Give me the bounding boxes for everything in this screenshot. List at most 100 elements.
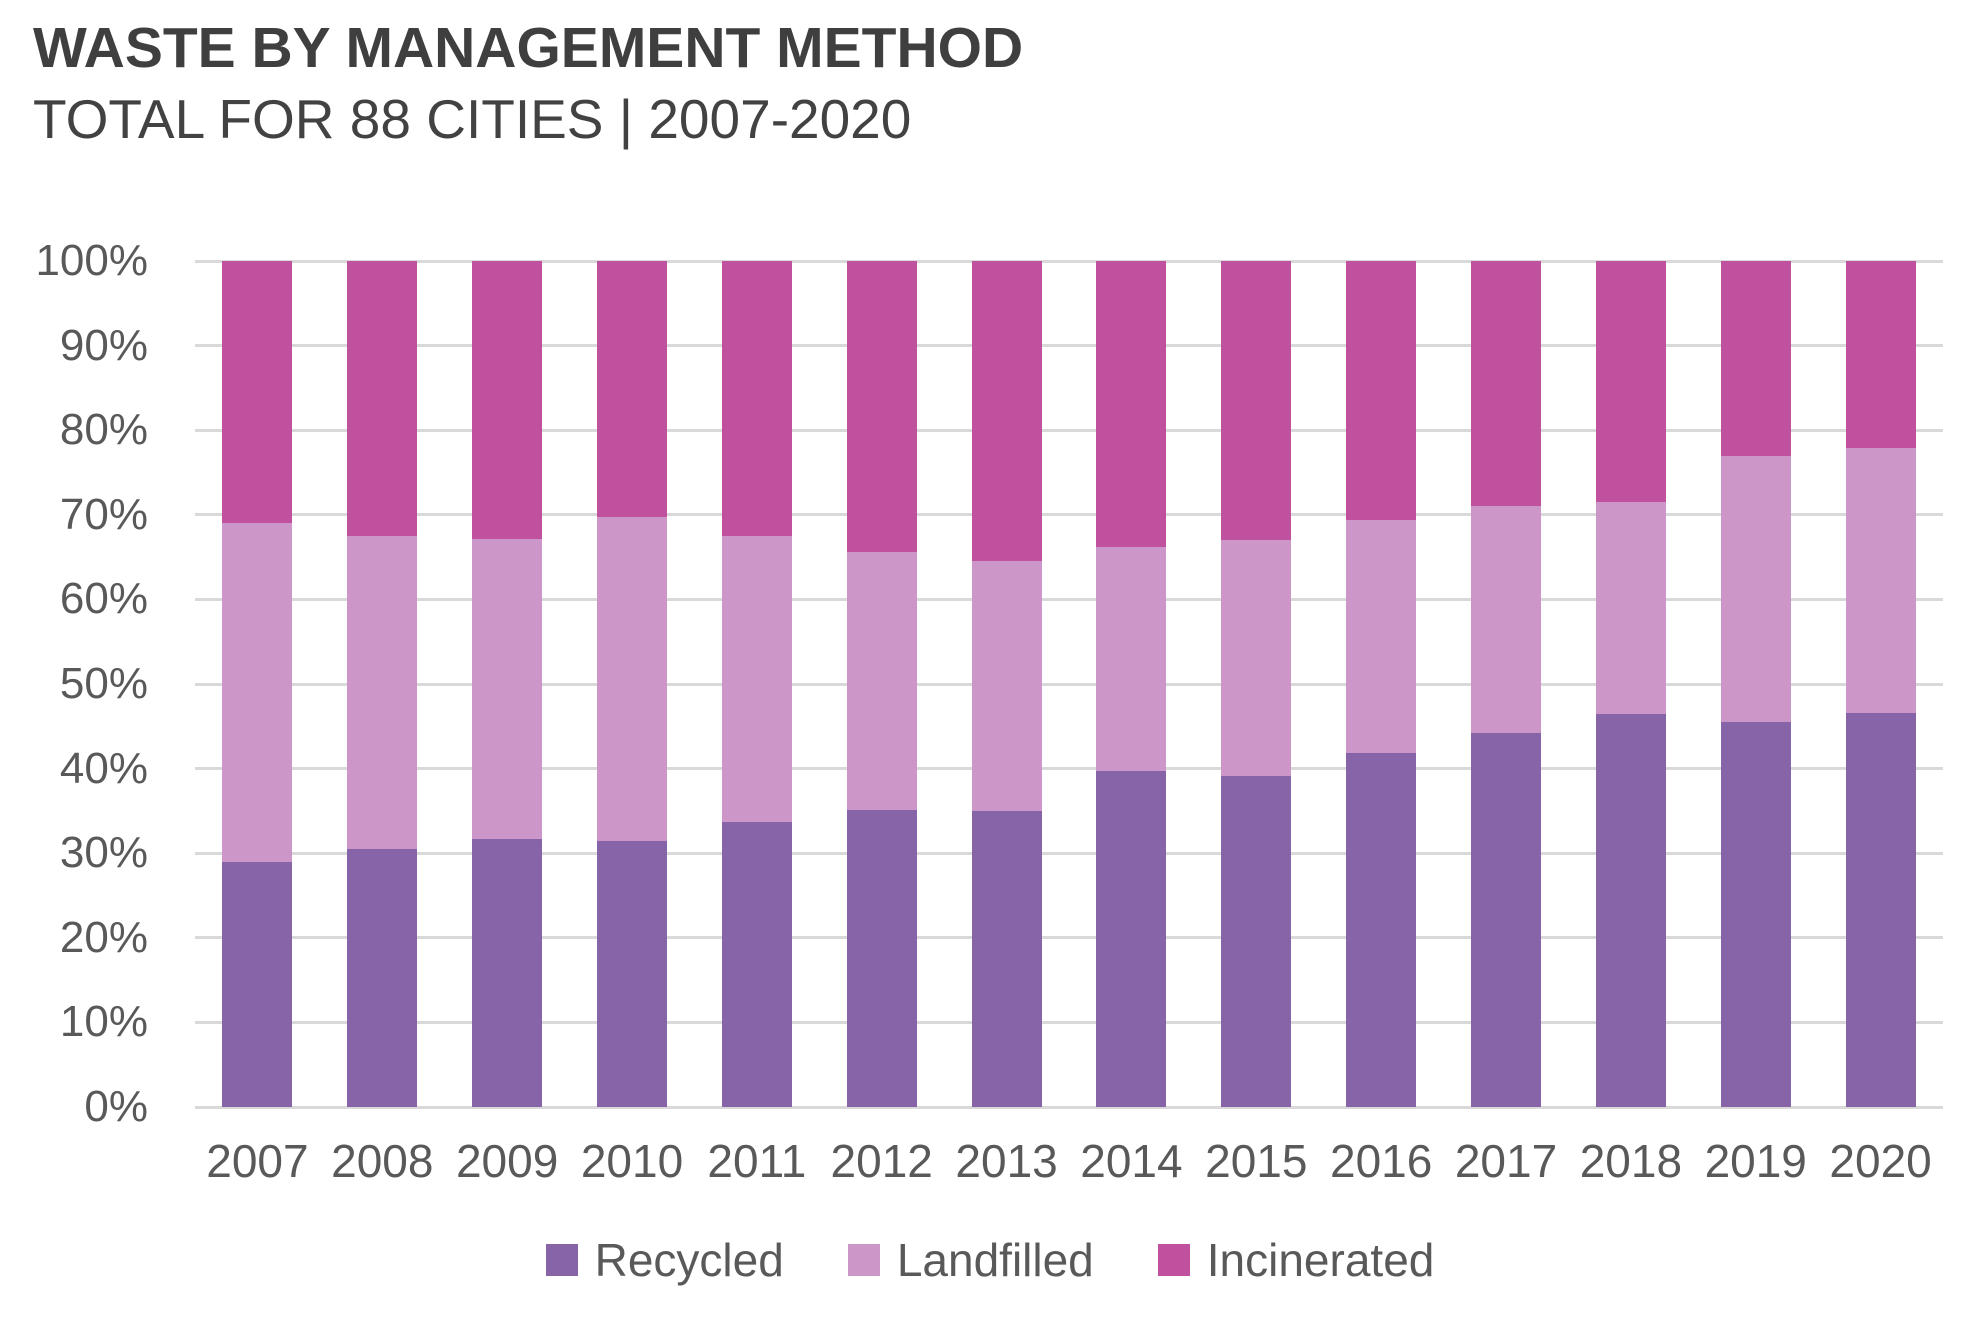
bar-segment-recycled-2020 [1845,712,1916,1107]
stacked-bar-2020 [1845,261,1916,1107]
bar-slot-2008 [320,261,445,1107]
bar-segment-incinerated-2014 [1096,261,1167,547]
gridline-70pct [195,513,1943,517]
legend-swatch-recycled-icon [545,1244,578,1276]
bar-segment-landfilled-2018 [1595,502,1666,714]
bar-segment-incinerated-2020 [1845,261,1916,448]
bar-segment-landfilled-2007 [222,523,293,862]
bar-segment-recycled-2008 [347,848,418,1107]
legend: Recycled Landfilled Incinerated [0,1233,1980,1287]
gridline-0pct [195,1105,1943,1109]
bar-segment-incinerated-2011 [721,261,792,536]
bar-slot-2010 [570,261,695,1107]
bar-slot-2014 [1069,261,1194,1107]
legend-swatch-incinerated-icon [1157,1244,1190,1276]
legend-item-landfilled: Landfilled [847,1233,1094,1287]
bar-segment-recycled-2007 [222,861,293,1107]
bar-segment-landfilled-2015 [1221,540,1292,777]
x-axis-label-2011: 2011 [707,1135,807,1187]
legend-label-recycled: Recycled [594,1234,784,1286]
gridline-20pct [195,936,1943,940]
bar-segment-recycled-2009 [472,838,543,1107]
stacked-bar-2009 [472,261,543,1107]
legend-item-incinerated: Incinerated [1157,1233,1435,1287]
bar-slot-2012 [819,261,944,1107]
y-axis-label-100pct: 100% [35,236,148,285]
bar-segment-incinerated-2007 [222,261,293,524]
x-axis-label-2019: 2019 [1704,1135,1807,1187]
bar-segment-landfilled-2010 [597,517,667,842]
bar-segment-recycled-2010 [597,841,667,1107]
bar-segment-landfilled-2011 [721,535,792,822]
bar-segment-recycled-2014 [1096,771,1167,1107]
x-axis-label-2018: 2018 [1579,1135,1683,1187]
bar-segment-recycled-2012 [846,810,917,1107]
bar-segment-incinerated-2010 [597,261,667,518]
bar-segment-recycled-2013 [971,810,1042,1107]
legend-item-recycled: Recycled [545,1233,784,1287]
bar-slot-2011 [694,261,819,1107]
gridline-40pct [195,767,1943,771]
legend-label-incinerated: Incinerated [1206,1234,1435,1286]
y-axis-label-10pct: 10% [59,997,148,1047]
y-axis: 0% 10% 20% 30% 40% 50% 60% 70% 80% 90% 100% [0,236,148,1131]
gridlines [195,259,1943,1109]
stacked-bar-2017 [1471,261,1542,1107]
bar-segment-landfilled-2017 [1471,505,1542,734]
bar-slot-2020 [1818,261,1943,1107]
bar-slot-2019 [1693,261,1818,1107]
bar-segment-incinerated-2015 [1221,261,1292,541]
bar-segment-recycled-2018 [1595,713,1666,1107]
gridline-100pct [195,259,1943,263]
y-axis-label-60pct: 60% [59,574,148,624]
legend-label-landfilled: Landfilled [896,1234,1094,1286]
bar-segment-recycled-2019 [1720,722,1791,1107]
x-axis-label-2014: 2014 [1080,1135,1183,1187]
bar-slot-2015 [1194,261,1319,1107]
x-axis-label-2016: 2016 [1329,1135,1433,1187]
gridline-60pct [195,597,1943,601]
y-axis-label-50pct: 50% [59,659,148,708]
legend-swatch-landfilled-icon [847,1244,880,1276]
x-axis-label-2017: 2017 [1454,1135,1558,1187]
gridline-30pct [195,851,1943,855]
y-axis-label-40pct: 40% [59,743,148,793]
y-axis-label-20pct: 20% [59,912,148,962]
bar-segment-incinerated-2009 [472,261,543,539]
stacked-bar-2013 [971,261,1042,1107]
x-axis-label-2020: 2020 [1829,1135,1932,1187]
x-axis: 2007 2008 2009 2010 2011 2012 2013 2014 2015 2016… [195,1134,1943,1188]
chart-title: WASTE BY MANAGEMENT METHOD [33,16,1024,80]
stacked-bar-2012 [846,261,917,1107]
bar-series-container [195,261,1943,1107]
gridline-10pct [195,1020,1943,1024]
chart-subtitle: TOTAL FOR 88 CITIES | 2007-2020 [33,88,912,150]
stacked-bar-2014 [1096,261,1167,1107]
bar-slot-2016 [1319,261,1444,1107]
bar-slot-2013 [944,261,1069,1107]
y-axis-label-30pct: 30% [59,828,148,878]
bar-segment-incinerated-2016 [1346,261,1417,520]
stacked-bar-2008 [347,261,418,1107]
stacked-bar-2015 [1221,261,1292,1107]
x-axis-label-2015: 2015 [1205,1135,1308,1187]
bar-segment-landfilled-2014 [1096,546,1167,772]
plot-area [195,259,1943,1109]
stacked-bar-2010 [597,261,667,1107]
x-axis-label-2010: 2010 [580,1135,684,1187]
stacked-bar-2016 [1346,261,1417,1107]
gridline-80pct [195,428,1943,432]
bar-slot-2009 [445,261,570,1107]
bar-segment-landfilled-2016 [1346,519,1417,753]
y-axis-label-70pct: 70% [59,489,148,539]
y-axis-label-90pct: 90% [59,320,148,370]
y-axis-label-0pct: 0% [84,1082,148,1131]
bar-slot-2018 [1568,261,1693,1107]
bar-segment-recycled-2017 [1471,733,1542,1107]
bar-segment-incinerated-2008 [347,261,418,536]
x-axis-label-2008: 2008 [331,1135,434,1187]
bar-segment-recycled-2016 [1346,752,1417,1107]
bar-slot-2007 [195,261,320,1107]
x-axis-label-2013: 2013 [955,1135,1058,1187]
bar-segment-recycled-2011 [721,821,792,1107]
